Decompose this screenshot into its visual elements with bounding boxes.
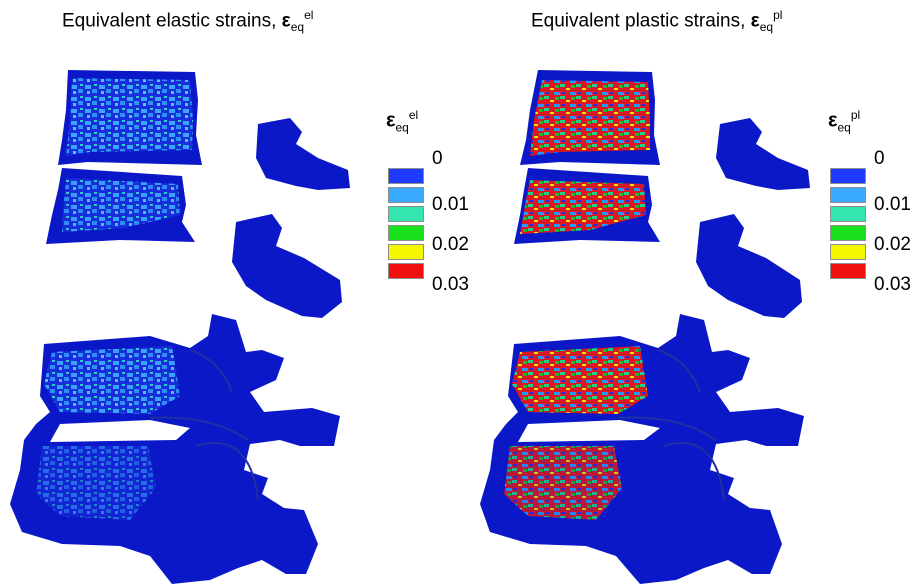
right-posterior-element-bottom <box>696 214 802 318</box>
left-legend-symbol: εeqel <box>386 108 486 152</box>
right-legend-symbol: εeqpl <box>828 108 921 152</box>
left-title-subscript: eq <box>290 20 305 35</box>
left-panel-title: Equivalent elastic strains, εeqel <box>62 8 313 34</box>
right-vertebra-section-top <box>520 70 660 165</box>
right-swatch-5 <box>830 263 866 279</box>
left-legend-tick-2: 0.02 <box>432 234 469 255</box>
right-title-symbol: ε <box>750 10 760 32</box>
left-3d-spine-segment <box>10 314 340 584</box>
left-title-text: Equivalent elastic strains, <box>62 10 282 32</box>
right-legend-tick-0: 0 <box>874 148 885 169</box>
right-legend-superscript: pl <box>850 108 861 122</box>
right-panel-title: Equivalent plastic strains, εeqpl <box>531 8 782 34</box>
left-legend-superscript: el <box>408 108 419 122</box>
right-legend-subscript: eq <box>837 120 851 135</box>
right-legend-epsilon: ε <box>828 109 838 132</box>
right-swatch-1 <box>830 187 866 203</box>
left-legend-tick-0: 0 <box>432 148 443 169</box>
right-title-superscript: pl <box>773 8 783 22</box>
left-swatch-4 <box>388 244 424 260</box>
left-vertebra-section-bottom <box>46 168 195 244</box>
right-swatch-4 <box>830 244 866 260</box>
left-swatch-3 <box>388 225 424 241</box>
right-3d-spine-segment <box>480 314 804 584</box>
right-legend: εeqpl 0 0.01 0.02 0.03 <box>828 108 921 295</box>
left-swatch-0 <box>388 168 424 184</box>
left-legend: εeqel 0 0.01 0.02 0.03 <box>386 108 486 295</box>
right-swatch-2 <box>830 206 866 222</box>
right-title-subscript: eq <box>759 20 774 35</box>
right-legend-tick-3: 0.03 <box>874 274 911 295</box>
left-legend-tick-3: 0.03 <box>432 274 469 295</box>
left-swatch-5 <box>388 263 424 279</box>
right-swatch-0 <box>830 168 866 184</box>
right-swatch-3 <box>830 225 866 241</box>
left-legend-epsilon: ε <box>386 109 396 132</box>
left-vertebra-section-top <box>58 70 202 165</box>
right-legend-tick-1: 0.01 <box>874 194 911 215</box>
right-posterior-element-top <box>716 118 810 190</box>
left-swatch-2 <box>388 206 424 222</box>
left-posterior-element-top <box>256 118 350 190</box>
right-vertebra-section-bottom <box>514 168 660 244</box>
right-title-text: Equivalent plastic strains, <box>531 10 751 32</box>
left-legend-subscript: eq <box>395 120 409 135</box>
right-legend-tick-2: 0.02 <box>874 234 911 255</box>
left-legend-tick-1: 0.01 <box>432 194 469 215</box>
left-title-superscript: el <box>304 8 314 22</box>
left-posterior-element-bottom <box>232 214 342 318</box>
left-swatch-1 <box>388 187 424 203</box>
left-title-symbol: ε <box>281 10 291 32</box>
